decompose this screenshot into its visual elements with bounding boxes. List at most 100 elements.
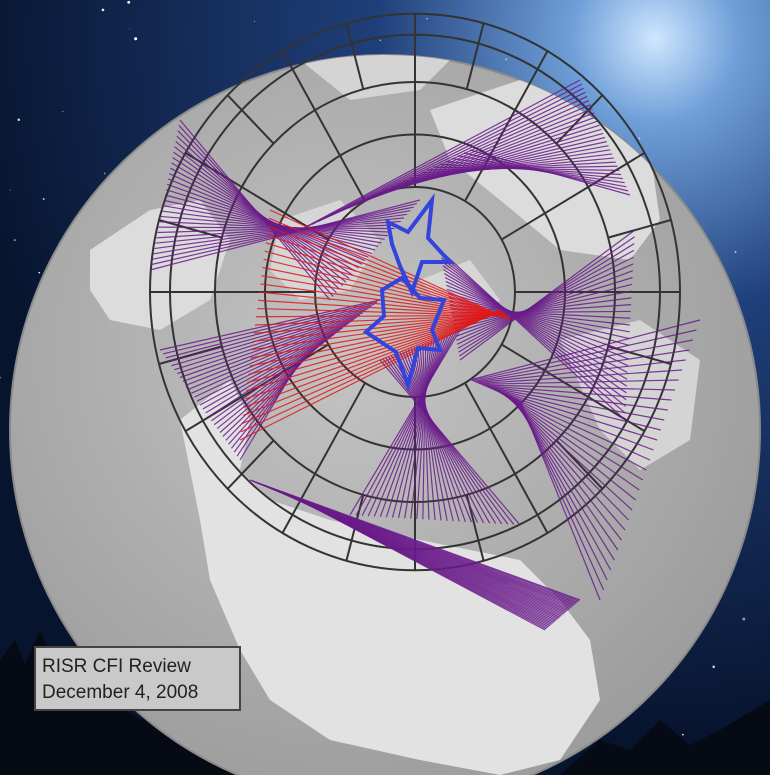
star <box>17 118 21 121</box>
grid-radial <box>226 94 275 145</box>
beam-fans <box>149 79 701 631</box>
beam-line <box>241 310 501 425</box>
beam-line <box>453 290 632 326</box>
alaska <box>90 200 230 330</box>
star <box>682 733 684 736</box>
beam-line <box>265 242 509 320</box>
star <box>608 105 610 107</box>
beam-line <box>257 307 506 317</box>
beam-line <box>405 350 466 522</box>
beam-line <box>150 202 417 266</box>
star <box>62 110 64 113</box>
beam-line <box>269 209 511 321</box>
beam-line <box>443 273 628 380</box>
beam-line <box>440 253 626 414</box>
beam-line <box>367 332 452 517</box>
beam-line <box>404 339 435 519</box>
beam-line <box>240 309 501 433</box>
beam-line <box>487 386 665 421</box>
beam-line <box>213 340 327 426</box>
grid-radial <box>281 50 366 202</box>
beam-line <box>422 343 430 520</box>
grid-radial <box>555 94 604 145</box>
beam-line <box>419 344 436 521</box>
caption-background <box>34 646 241 711</box>
beam-line <box>478 369 683 385</box>
beam-line <box>247 311 503 384</box>
beam-line <box>457 249 635 349</box>
beam-line <box>191 323 349 394</box>
beam-line <box>475 349 690 383</box>
beam-line <box>456 263 634 341</box>
star <box>0 376 2 379</box>
beam-line <box>402 351 472 523</box>
star <box>254 20 256 22</box>
fov-outline <box>362 275 447 392</box>
beam-line <box>256 314 506 318</box>
beam-line <box>152 206 414 260</box>
beam-line <box>454 283 633 330</box>
beam-line <box>157 224 398 234</box>
star <box>42 198 45 200</box>
star <box>38 271 41 274</box>
star <box>426 17 428 20</box>
beam-line <box>471 329 697 382</box>
beam-line <box>250 312 504 359</box>
beam-line <box>164 194 376 251</box>
beam-line <box>477 359 686 384</box>
beam-line <box>202 331 338 410</box>
beam-line <box>413 347 448 521</box>
beam-line <box>188 320 352 390</box>
beam-line <box>469 149 631 196</box>
beam-line <box>410 348 454 522</box>
beam-line <box>262 266 508 319</box>
star <box>13 238 16 242</box>
beam-line <box>160 215 388 237</box>
beam-line <box>168 305 372 363</box>
star <box>101 8 105 12</box>
fov-outline <box>385 193 455 298</box>
beam-line <box>149 199 421 271</box>
star <box>103 172 106 175</box>
beam-line <box>219 344 321 433</box>
beam-line <box>251 313 505 351</box>
beam-line <box>159 221 392 233</box>
beam-line <box>264 250 509 319</box>
beam-line <box>491 387 658 441</box>
beam-line <box>379 359 521 526</box>
beam-line <box>442 265 627 394</box>
beam-line <box>519 399 601 601</box>
beam-line <box>355 330 458 516</box>
beam-line <box>456 256 634 345</box>
beam-line <box>163 199 379 248</box>
beam-line <box>458 236 635 357</box>
beam-line <box>396 353 485 524</box>
beam-line <box>459 229 636 361</box>
grid-radial <box>607 219 672 239</box>
beam-line <box>165 303 375 359</box>
fov-outlines <box>362 193 455 392</box>
star <box>134 37 138 41</box>
beam-line <box>253 314 505 334</box>
beam-line <box>373 334 450 517</box>
beam-line <box>489 387 661 431</box>
caption-title: RISR CFI Review <box>42 656 191 677</box>
beam-line <box>305 83 583 228</box>
beam-line <box>446 288 629 353</box>
beam-line <box>403 149 611 183</box>
beam-line <box>246 311 503 392</box>
beam-line <box>179 314 361 379</box>
grid-radial <box>464 382 549 534</box>
beam-line <box>379 335 447 517</box>
beam-line <box>445 280 629 367</box>
beam-line <box>397 145 609 185</box>
star <box>712 665 715 669</box>
grid-radial <box>465 22 485 90</box>
beam-line <box>161 210 385 240</box>
beam-line <box>454 276 633 334</box>
star <box>505 58 508 61</box>
beam-line <box>239 309 501 441</box>
beam-line <box>484 385 672 401</box>
beam-line <box>473 339 693 383</box>
beam-line <box>158 226 395 230</box>
